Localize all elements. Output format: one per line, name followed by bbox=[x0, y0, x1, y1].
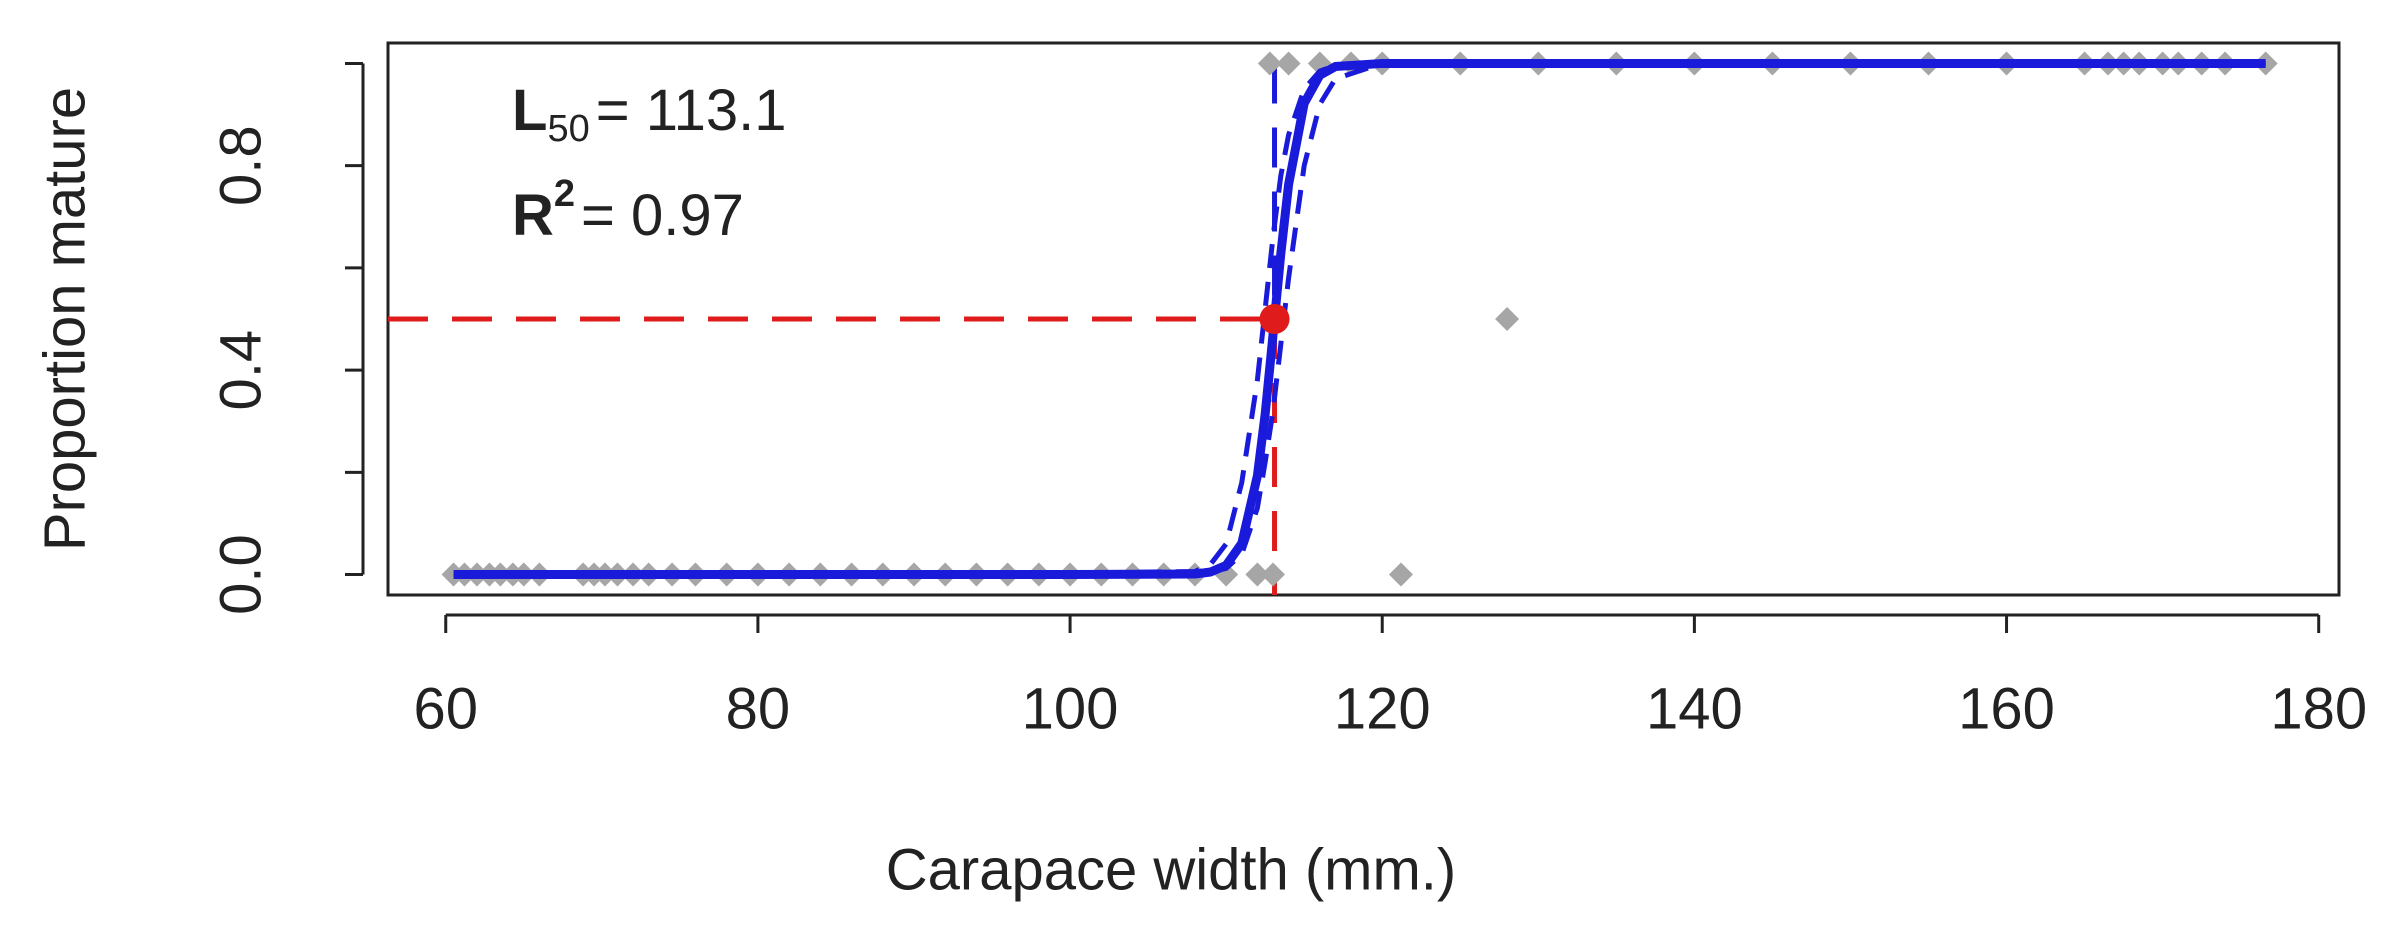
x-tick-label: 100 bbox=[1022, 676, 1119, 741]
annotation: R2 = 0.97 bbox=[512, 173, 744, 248]
x-tick-label: 60 bbox=[413, 676, 478, 741]
x-tick-label: 120 bbox=[1334, 676, 1431, 741]
observed-point bbox=[1257, 51, 1282, 76]
fit-curve bbox=[453, 58, 2266, 580]
annotation-superscript: 2 bbox=[554, 173, 575, 215]
observed-point bbox=[1245, 562, 1270, 587]
y-tick-label: 0.8 bbox=[208, 125, 273, 206]
annotation-symbol: L bbox=[512, 78, 547, 143]
x-tick-label: 140 bbox=[1646, 676, 1743, 741]
annotation-value: = 113.1 bbox=[596, 78, 787, 143]
observed-point bbox=[1260, 562, 1285, 587]
observed-point bbox=[1276, 51, 1301, 76]
annotation-symbol: R bbox=[512, 183, 554, 248]
annotation: L50 = 113.1 bbox=[512, 78, 787, 150]
x-tick-label: 180 bbox=[2270, 676, 2367, 741]
observed-point bbox=[1495, 307, 1520, 331]
observed-point bbox=[1388, 562, 1413, 587]
y-tick-label: 0.4 bbox=[208, 330, 273, 411]
x-tick-label: 160 bbox=[1958, 676, 2055, 741]
y-tick-label: 0.0 bbox=[208, 534, 273, 615]
annotation-subscript: 50 bbox=[547, 108, 589, 150]
x-tick-label: 80 bbox=[726, 676, 791, 741]
ci-lower bbox=[453, 60, 2266, 578]
x-axis-label: Carapace width (mm.) bbox=[886, 837, 1456, 902]
annotation-value: = 0.97 bbox=[581, 183, 744, 248]
y-axis-label: Proportion mature bbox=[32, 87, 97, 551]
l50-point bbox=[1259, 304, 1290, 334]
